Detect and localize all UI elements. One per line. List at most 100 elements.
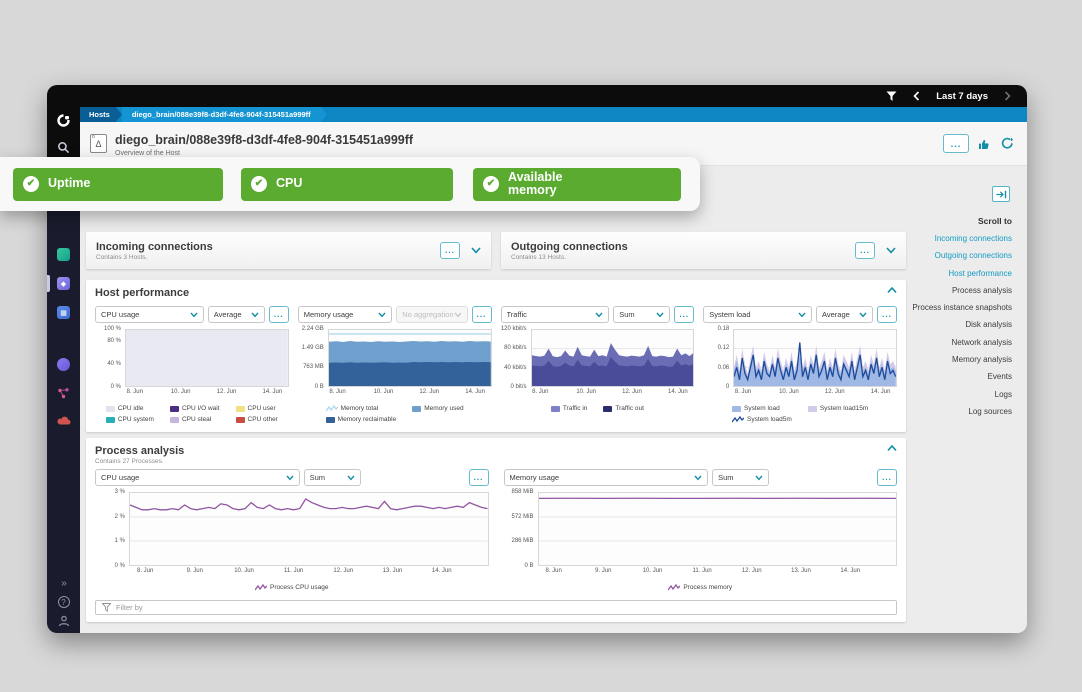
process-cpu-more-button[interactable]: ... bbox=[468, 469, 489, 486]
sidebar-item-releases[interactable] bbox=[47, 248, 80, 261]
process-cpu-aggregation-dropdown[interactable]: Sum bbox=[303, 469, 361, 486]
scroll-link-host-performance[interactable]: Host performance bbox=[948, 268, 1012, 278]
host-cpu-aggregation-dropdown[interactable]: Average bbox=[207, 306, 265, 323]
thumbs-up-icon[interactable] bbox=[978, 138, 991, 150]
x-axis-label: 14. Jun bbox=[668, 389, 688, 395]
breadcrumb-hosts[interactable]: Hosts bbox=[80, 107, 122, 122]
scroll-link-incoming-connections[interactable]: Incoming connections bbox=[934, 234, 1012, 243]
host-load-legend: System load System load5m System load15m bbox=[703, 403, 897, 425]
scroll-link-outgoing-connections[interactable]: Outgoing connections bbox=[934, 251, 1012, 261]
incoming-more-button[interactable]: ... bbox=[440, 242, 460, 259]
scroll-link-network-analysis[interactable]: Network analysis bbox=[951, 337, 1012, 347]
scroll-link-process-analysis[interactable]: Process analysis bbox=[951, 285, 1012, 295]
host-traffic-more-button[interactable]: ... bbox=[674, 306, 695, 323]
scroll-link-disk-analysis[interactable]: Disk analysis bbox=[965, 320, 1012, 330]
chevron-down-icon[interactable] bbox=[886, 247, 896, 254]
process-cpu-metric-dropdown[interactable]: CPU usage bbox=[95, 469, 300, 486]
y-axis-label: 1.49 GB bbox=[301, 345, 324, 352]
y-axis-label: 286 MiB bbox=[511, 538, 534, 545]
x-axis-label: 8. Jun bbox=[126, 389, 143, 395]
scroll-link-memory-analysis[interactable]: Memory analysis bbox=[951, 355, 1012, 365]
cpu-badge[interactable]: ✔ CPU bbox=[241, 167, 453, 201]
outgoing-connections-title: Outgoing connections bbox=[511, 240, 628, 253]
host-memory-chart: Memory usage No aggregation... 2.24 GB 1.49… bbox=[297, 306, 492, 425]
process-memory-aggregation-dropdown[interactable]: Sum bbox=[712, 469, 770, 486]
host-cpu-more-button[interactable]: ... bbox=[268, 306, 289, 323]
legend-memory-reclaimable: Memory reclaimable bbox=[325, 414, 396, 425]
time-range-label[interactable]: Last 7 days bbox=[936, 90, 988, 102]
host-memory-aggregation-dropdown[interactable]: No aggregation bbox=[396, 306, 468, 323]
x-axis-label: 12. Jun bbox=[333, 568, 354, 574]
host-traffic-aggregation-dropdown[interactable]: Sum bbox=[613, 306, 671, 323]
x-axis-label: 8. Jun bbox=[136, 568, 154, 574]
help-icon[interactable]: ? bbox=[57, 596, 70, 608]
scroll-link-logs[interactable]: Logs bbox=[994, 389, 1012, 399]
x-axis-label: 10. Jun bbox=[234, 568, 254, 574]
refresh-icon[interactable] bbox=[1000, 137, 1013, 150]
breadcrumb-current[interactable]: diego_brain/088e39f8-d3df-4fe8-904f-3154… bbox=[122, 107, 327, 122]
process-filter[interactable] bbox=[95, 600, 897, 615]
y-axis-label: 1 % bbox=[114, 538, 125, 545]
uptime-badge-label: Uptime bbox=[48, 176, 91, 191]
host-load-plot[interactable] bbox=[733, 329, 897, 387]
process-memory-metric-dropdown[interactable]: Memory usage bbox=[503, 469, 709, 486]
process-memory-more-button[interactable]: ... bbox=[877, 469, 897, 486]
chevron-right-icon[interactable] bbox=[1004, 91, 1011, 101]
scroll-link-log-sources[interactable]: Log sources bbox=[968, 406, 1012, 416]
y-axis-label: 2.24 GB bbox=[301, 326, 324, 332]
filter-icon bbox=[102, 603, 111, 612]
header-more-button[interactable]: ... bbox=[943, 134, 969, 153]
legend-cpu-user: CPU user bbox=[235, 403, 278, 414]
legend-process-cpu-usage: Process CPU usage bbox=[254, 582, 329, 593]
filter-input[interactable] bbox=[116, 603, 890, 612]
sidebar-item-cloud[interactable] bbox=[47, 415, 80, 426]
x-axis-label: 10. Jun bbox=[576, 389, 597, 395]
chevron-down-icon[interactable] bbox=[471, 247, 481, 254]
host-cpu-plot[interactable] bbox=[125, 329, 289, 387]
host-memory-legend: Memory total Memory reclaimable Memory use… bbox=[298, 403, 492, 425]
dynatrace-logo[interactable] bbox=[47, 113, 80, 128]
chevron-down-icon bbox=[286, 475, 294, 480]
chevron-up-icon[interactable] bbox=[887, 445, 897, 452]
host-load-more-button[interactable]: ... bbox=[877, 306, 897, 323]
host-memory-plot[interactable] bbox=[327, 329, 492, 387]
process-memory-plot[interactable] bbox=[537, 492, 897, 566]
window-topbar: Last 7 days bbox=[47, 85, 1027, 107]
user-profile-icon[interactable] bbox=[58, 615, 70, 627]
host-load-aggregation-dropdown[interactable]: Average bbox=[816, 306, 873, 323]
host-load-metric-dropdown[interactable]: System load bbox=[703, 306, 812, 323]
sidebar-item-hosts[interactable]: ▦ bbox=[47, 306, 80, 319]
outgoing-more-button[interactable]: ... bbox=[855, 242, 875, 259]
sidebar-item-technologies[interactable]: ◆ bbox=[47, 275, 80, 292]
collapse-panel-icon[interactable] bbox=[992, 186, 1010, 202]
y-axis-label: 40 % bbox=[107, 360, 121, 367]
process-cpu-plot[interactable] bbox=[129, 492, 489, 566]
x-axis-label: 12. Jun bbox=[419, 389, 440, 395]
chevron-up-icon[interactable] bbox=[887, 287, 897, 294]
host-memory-metric-dropdown[interactable]: Memory usage bbox=[297, 306, 393, 323]
chevron-down-icon bbox=[755, 475, 763, 480]
x-axis-label: 8. Jun bbox=[532, 389, 549, 395]
available-memory-badge[interactable]: ✔ Available memory bbox=[473, 167, 681, 201]
host-memory-more-button[interactable]: ... bbox=[471, 306, 492, 323]
sidebar-item-user-sessions[interactable] bbox=[47, 358, 80, 371]
search-icon[interactable] bbox=[47, 141, 80, 154]
host-system-load-chart: System load Average... 0.18 0.12 0.06 0 8. Jun… bbox=[703, 306, 897, 425]
chevron-down-icon bbox=[378, 312, 386, 317]
outgoing-connections-subtitle: Contains 13 Hosts. bbox=[511, 253, 566, 261]
host-traffic-plot[interactable] bbox=[530, 329, 695, 387]
check-icon: ✔ bbox=[23, 176, 39, 192]
y-axis-label: 100 % bbox=[103, 326, 121, 332]
expand-sidebar-icon[interactable]: » bbox=[61, 578, 66, 589]
host-traffic-metric-dropdown[interactable]: Traffic bbox=[500, 306, 610, 323]
chevron-left-icon[interactable] bbox=[913, 91, 920, 101]
legend-system-load5m: System load5m bbox=[732, 414, 792, 425]
uptime-badge[interactable]: ✔ Uptime bbox=[13, 167, 223, 201]
filter-icon[interactable] bbox=[886, 91, 897, 102]
host-cpu-metric-dropdown[interactable]: CPU usage bbox=[95, 306, 204, 323]
scroll-link-events[interactable]: Events bbox=[987, 372, 1012, 382]
host-performance-title: Host performance bbox=[95, 287, 190, 299]
sidebar-item-network[interactable] bbox=[47, 387, 80, 400]
scroll-link-process-instance-snapshots[interactable]: Process instance snapshots bbox=[912, 303, 1012, 313]
